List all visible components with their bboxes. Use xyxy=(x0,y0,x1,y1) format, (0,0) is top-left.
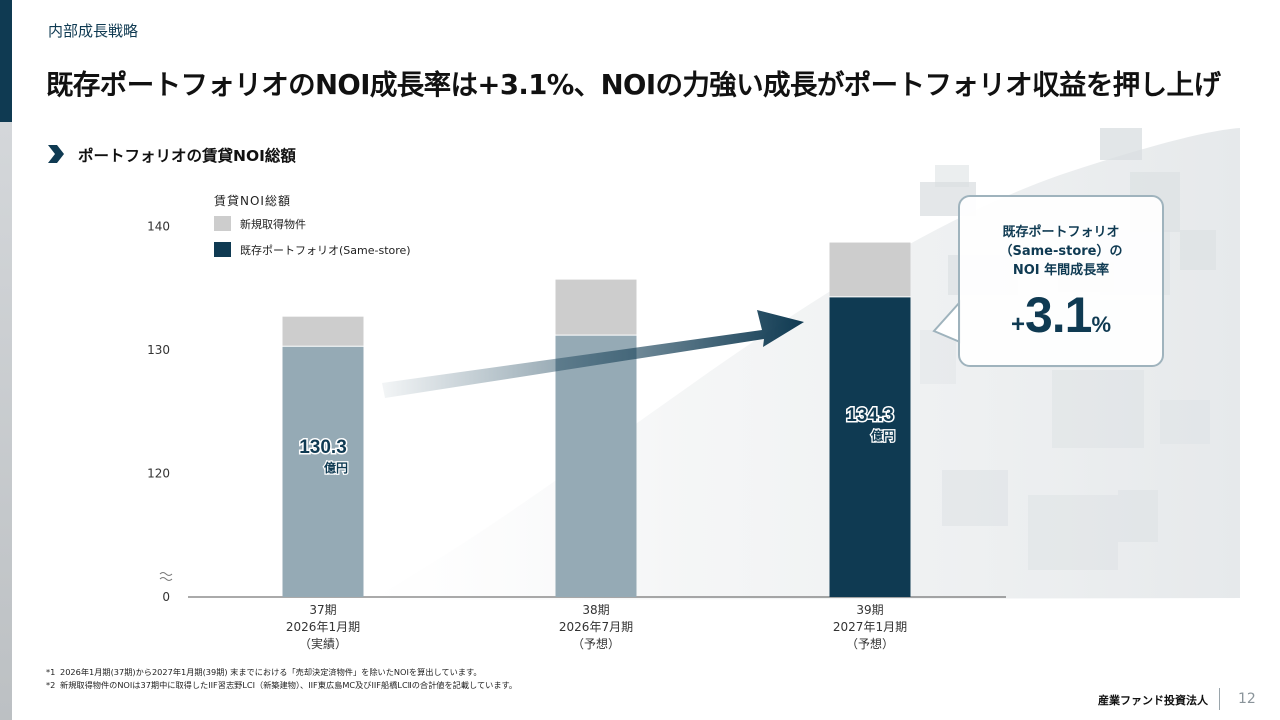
page-number: 12 xyxy=(1238,691,1256,707)
callout-value-number: 3.1 xyxy=(1024,287,1093,343)
footnote-1-text: 2026年1月期(37期)から2027年1月期(39期) 末までにおける「売却決… xyxy=(60,667,482,677)
brand-accent-bar xyxy=(0,0,12,122)
data-label-value: 130.3 xyxy=(299,437,347,458)
legend-title: 賃貸NOI総額 xyxy=(214,193,291,208)
legend-swatch-same-store xyxy=(214,242,231,257)
axis-break-wave-bottom xyxy=(159,577,173,581)
x-tick-label: 39期 xyxy=(856,603,883,617)
x-tick-label: 2026年1月期 xyxy=(286,620,360,634)
callout-growth-value: +3.1% xyxy=(960,286,1162,344)
legend-label-new-acquisitions: 新規取得物件 xyxy=(240,217,306,231)
legend-label-same-store: 既存ポートフォリオ(Same-store) xyxy=(240,243,411,257)
callout-line-1: 既存ポートフォリオ xyxy=(1002,225,1120,240)
footnote-1-mark: *1 xyxy=(46,667,56,677)
y-tick-label: 120 xyxy=(147,467,170,481)
company-name: 産業ファンド投資法人 xyxy=(1098,694,1208,707)
page-title: 既存ポートフォリオのNOI成長率は+3.1%、NOIの力強い成長がポートフォリオ… xyxy=(46,69,1221,101)
bar-same-store xyxy=(829,296,911,597)
footnote-1: *1 2026年1月期(37期)から2027年1月期(39期) 末までにおける「売… xyxy=(46,666,517,679)
bar-new-acquisitions xyxy=(829,242,911,297)
bar-same-store xyxy=(282,346,364,597)
y-tick-label: 140 xyxy=(147,220,170,234)
y-tick-label: 130 xyxy=(147,343,170,357)
x-tick-label: 38期 xyxy=(582,603,609,617)
x-axis-labels: 37期 2026年1月期 （実績） 38期 2026年7月期 （予想） 39期 2027年1月… xyxy=(286,603,907,651)
footnote-2: *2 新規取得物件のNOIは37期中に取得したIIF習志野LCⅠ（新築建物）、II… xyxy=(46,679,517,692)
growth-rate-callout: 既存ポートフォリオ （Same-store）の NOI 年間成長率 +3.1% xyxy=(958,195,1164,367)
x-tick-label: （予想） xyxy=(572,636,620,651)
side-accent-bar xyxy=(0,122,12,720)
bars-group xyxy=(282,242,911,597)
callout-value-sign: + xyxy=(1010,311,1025,338)
x-tick-label: （実績） xyxy=(299,636,347,651)
bar-same-store xyxy=(555,335,637,597)
axis-break-wave-top xyxy=(159,572,173,576)
data-labels: 130.3 億円 134.3 億円 xyxy=(298,404,897,477)
x-tick-label: 37期 xyxy=(309,603,336,617)
x-tick-label: 2026年7月期 xyxy=(559,620,633,634)
data-label-unit: 億円 xyxy=(324,460,348,475)
bar-new-acquisitions xyxy=(282,316,364,347)
bar-new-acquisitions xyxy=(555,279,637,336)
footnote-2-text: 新規取得物件のNOIは37期中に取得したIIF習志野LCⅠ（新築建物）、IIF東… xyxy=(60,680,518,690)
chevron-right-icon xyxy=(48,145,64,163)
callout-value-unit: % xyxy=(1091,312,1112,337)
footnotes: *1 2026年1月期(37期)から2027年1月期(39期) 末までにおける「売… xyxy=(46,666,517,692)
y-axis-ticks: 0 120 130 140 xyxy=(147,220,170,605)
data-label-unit: 億円 xyxy=(871,428,895,443)
axis-break-icon xyxy=(159,572,173,581)
data-label-value: 134.3 xyxy=(846,405,894,426)
section-label: 内部成長戦略 xyxy=(48,22,139,40)
footer-divider xyxy=(1219,688,1220,710)
growth-arrow xyxy=(382,310,804,398)
callout-line-2: （Same-store）の xyxy=(999,244,1123,259)
footnote-2-mark: *2 xyxy=(46,680,56,690)
x-tick-label: （予想） xyxy=(846,636,894,651)
chart-subheading: ポートフォリオの賃貸NOI総額 xyxy=(78,147,296,165)
y-tick-label: 0 xyxy=(162,590,170,604)
x-tick-label: 2027年1月期 xyxy=(833,620,907,634)
legend-swatch-new-acquisitions xyxy=(214,216,231,231)
callout-line-3: NOI 年間成長率 xyxy=(1012,263,1110,278)
